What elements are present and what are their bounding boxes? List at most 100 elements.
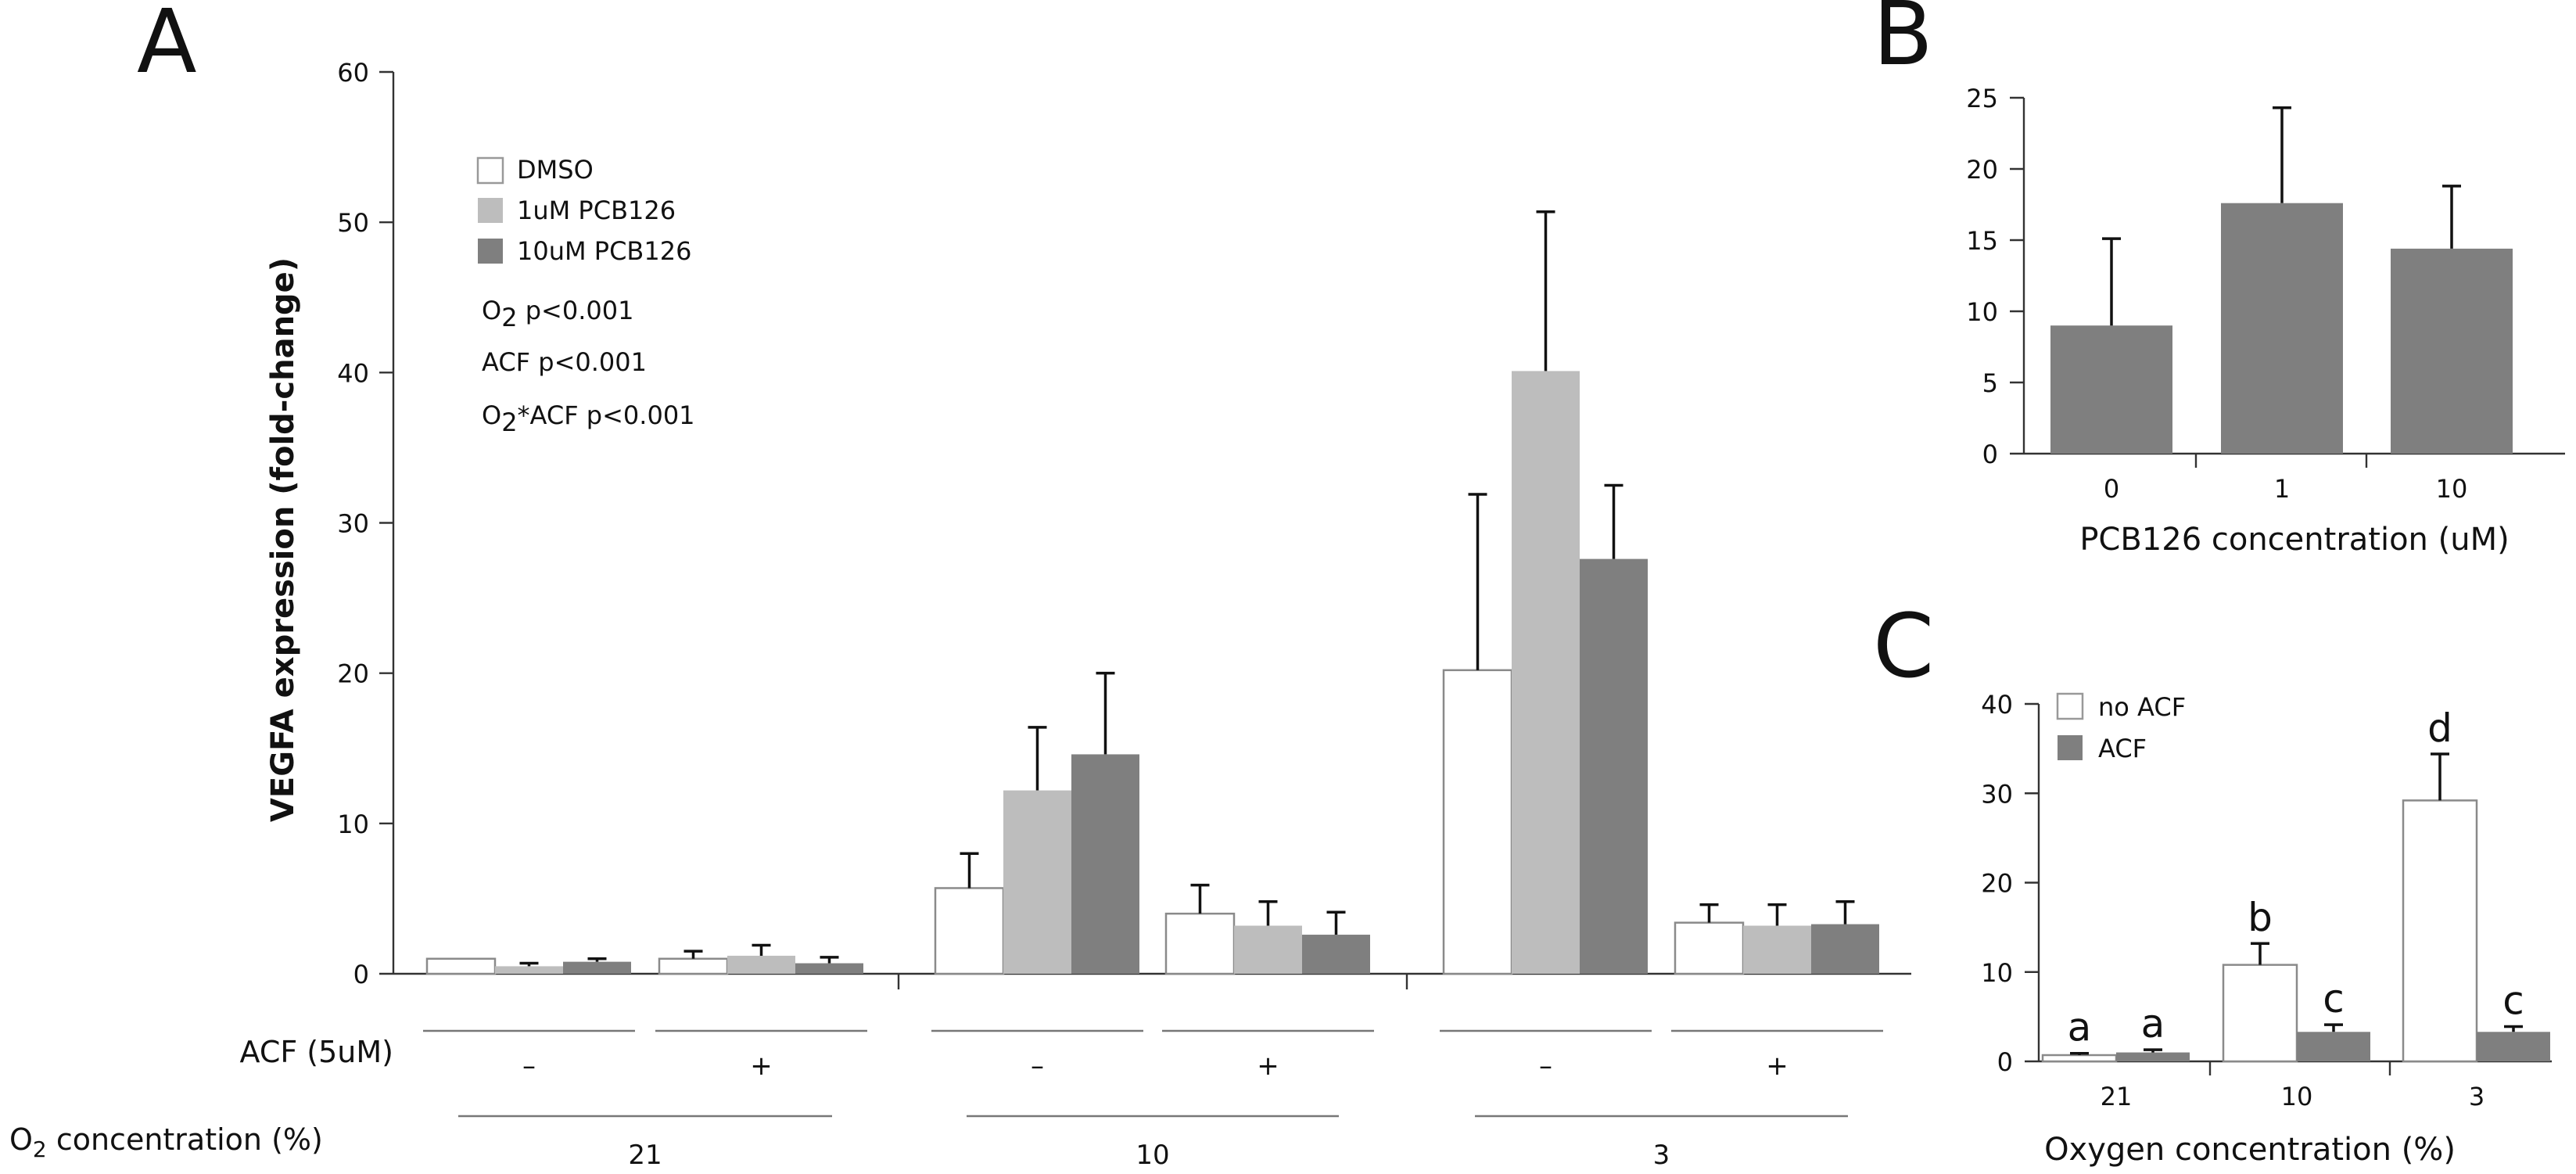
panel-a-bar xyxy=(795,963,863,974)
panel-a-bar xyxy=(495,966,563,974)
panel-a-acf-sign: + xyxy=(1766,1050,1788,1082)
panel-c-bar xyxy=(2116,1052,2190,1061)
panel-a-bar xyxy=(658,957,729,975)
panel-b-xtick-label: 1 xyxy=(2274,474,2290,504)
panel-a-error-bar xyxy=(820,956,839,964)
panel-a-bar xyxy=(1071,754,1139,974)
legend-swatch-10um xyxy=(478,239,503,264)
panel-a-error-bar xyxy=(1604,483,1623,559)
panel-c-ytick-label: 20 xyxy=(1981,869,2013,899)
panel-a-bar xyxy=(1003,790,1071,974)
stat-acf: ACF p<0.001 xyxy=(482,347,647,377)
panel-a-acf-sign: – xyxy=(522,1050,536,1082)
panel-a-stats: O2 p<0.001 ACF p<0.001 O2*ACF p<0.001 xyxy=(482,296,695,437)
panel-a-bar xyxy=(1674,921,1745,975)
panel-a-ytick-label: 0 xyxy=(353,960,369,989)
panel-b-error-bar xyxy=(2102,237,2121,326)
panel-a-o2-label: 3 xyxy=(1653,1140,1670,1171)
panel-a-error-bar xyxy=(1326,910,1346,935)
panel-a-error-bar xyxy=(1699,903,1719,923)
panel-a-o2-label: 10 xyxy=(1136,1140,1169,1171)
panel-c-xlabel: Oxygen concentration (%) xyxy=(2044,1132,2456,1168)
legend-swatch-1um xyxy=(478,198,503,223)
panel-c-ytick-label: 10 xyxy=(1981,958,2013,988)
panel-c-significance-letter: b xyxy=(2248,895,2273,940)
panel-a-bar xyxy=(934,887,1005,975)
panel-c-bar xyxy=(2477,1032,2550,1061)
panel-a-ytick-label: 50 xyxy=(337,208,369,238)
panel-b-ytick-label: 10 xyxy=(1966,297,1998,327)
panel-c-significance-letter: a xyxy=(2068,1005,2092,1050)
panel-a-error-bar xyxy=(1536,210,1555,372)
panel-b-xtick-label: 0 xyxy=(2104,474,2119,504)
panel-c-bar xyxy=(2041,1054,2118,1063)
panel-c-bar xyxy=(2222,964,2298,1063)
panel-a-error-bar xyxy=(1258,900,1278,926)
panel-letter-c: C xyxy=(1873,596,1934,698)
panel-a-error-bar xyxy=(1190,883,1210,914)
legend-swatch-dmso xyxy=(476,156,504,185)
panel-a-bar xyxy=(1164,912,1236,975)
panel-a-ytick-label: 40 xyxy=(337,358,369,388)
panel-c-error-bar xyxy=(2251,942,2269,965)
panel-letter-b: B xyxy=(1873,0,1933,85)
panel-c-significance-letter: c xyxy=(2502,978,2524,1023)
panel-a-bar xyxy=(1302,935,1370,974)
panel-b-xtick-label: 10 xyxy=(2436,474,2468,504)
panel-a-bar xyxy=(1580,558,1648,974)
panel-b-error-bar xyxy=(2273,106,2291,203)
o2-factor-label: O2 concentration (%) xyxy=(9,1122,323,1162)
panel-a-bar xyxy=(425,957,497,975)
legend-swatch-acf xyxy=(2058,735,2083,760)
panel-a-error-bar xyxy=(1767,903,1787,926)
panel-a-error-bar xyxy=(1835,900,1855,924)
panel-a-bar xyxy=(1743,925,1811,974)
legend-label-1um: 1uM PCB126 xyxy=(517,196,676,225)
panel-c-significance-letter: c xyxy=(2323,976,2345,1021)
stat-o2: O2 p<0.001 xyxy=(482,296,633,332)
panel-c-xtick-label: 21 xyxy=(2101,1082,2133,1111)
panel-a-error-bar xyxy=(1096,671,1115,755)
panel-a-error-bar xyxy=(960,852,979,889)
panel-a-bar xyxy=(1512,371,1580,975)
panel-c-xtick-label: 3 xyxy=(2469,1082,2485,1111)
panel-a-error-bar xyxy=(752,943,771,956)
panel-a-error-bar xyxy=(683,950,703,959)
legend-label-no-acf: no ACF xyxy=(2098,692,2186,722)
panel-b-bar xyxy=(2221,203,2343,454)
panel-c-ytick-label: 0 xyxy=(1997,1047,2013,1077)
panel-a-bar xyxy=(1442,669,1513,975)
panel-b-ytick-label: 25 xyxy=(1966,84,1998,113)
panel-c-error-bar xyxy=(2144,1048,2162,1053)
panel-a-acf-sign: – xyxy=(1539,1050,1552,1082)
panel-a-ylabel: VEGFA expression (fold-change) xyxy=(265,257,301,822)
panel-a-error-bar xyxy=(1028,726,1047,791)
panel-c-error-bar xyxy=(2070,1051,2089,1055)
panel-c-bar xyxy=(2402,799,2478,1063)
panel-b-ytick-label: 15 xyxy=(1966,226,1998,256)
panel-b-ytick-label: 0 xyxy=(1982,440,1998,469)
panel-a-bar xyxy=(727,955,795,974)
panel-a-ytick-label: 60 xyxy=(337,58,369,88)
panel-c-bar xyxy=(2297,1032,2370,1061)
panel-a-ytick-label: 30 xyxy=(337,509,369,539)
acf-factor-label: ACF (5uM) xyxy=(240,1035,394,1069)
panel-a-error-bar xyxy=(519,961,539,967)
legend-swatch-no-acf xyxy=(2056,692,2084,720)
panel-a-bar xyxy=(563,961,631,974)
panel-c-error-bar xyxy=(2504,1025,2523,1032)
panel-a-bar xyxy=(1234,925,1302,974)
panel-a-error-bar xyxy=(1468,493,1487,670)
panel-b-bar xyxy=(2050,325,2172,454)
panel-c-significance-letter: d xyxy=(2427,705,2452,751)
panel-a-error-bar xyxy=(587,957,607,962)
panel-a-ytick-label: 10 xyxy=(337,810,369,839)
panel-a-o2-label: 21 xyxy=(628,1140,662,1171)
panel-c-ytick-label: 40 xyxy=(1981,690,2013,720)
panel-c-ytick-label: 30 xyxy=(1981,779,2013,809)
panel-b-ytick-label: 5 xyxy=(1982,368,1998,398)
panel-c-xtick-label: 10 xyxy=(2281,1082,2313,1111)
panel-a-legend: DMSO 1uM PCB126 10uM PCB126 xyxy=(476,155,691,266)
